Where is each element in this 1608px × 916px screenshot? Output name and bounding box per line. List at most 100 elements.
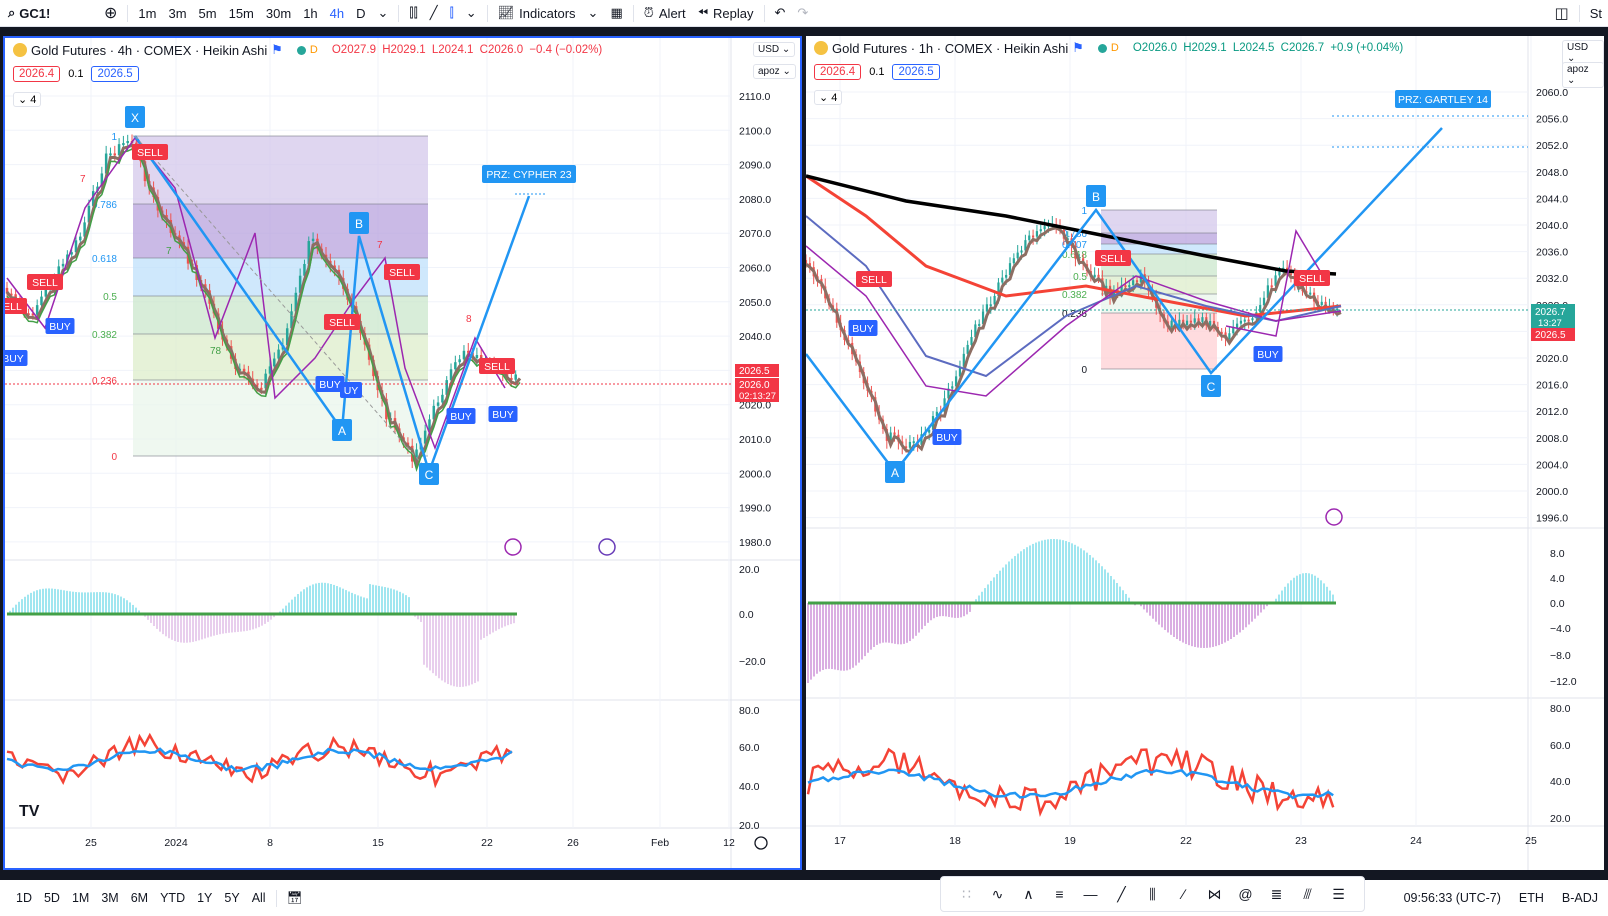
interval-1m[interactable]: 1m — [138, 5, 157, 21]
fib-zone — [133, 258, 428, 296]
ray-icon[interactable]: ∕ — [1182, 886, 1185, 902]
candle — [1201, 317, 1204, 322]
rsi-tick: 20.0 — [739, 820, 760, 832]
fib-spiral-icon[interactable]: @ — [1238, 886, 1253, 902]
candle — [904, 446, 908, 449]
indicators-button[interactable]: 📈︎ Indicators — [492, 0, 582, 27]
right-chart-canvas[interactable]: 2060.0 2056.0 2052.0 2048.0 2044.0 2040.0 2036… — [806, 36, 1604, 870]
range-3m[interactable]: 3M — [101, 891, 119, 905]
range-1d[interactable]: 1D — [16, 891, 32, 905]
right-currency-select[interactable]: USD ⌄ — [1562, 40, 1604, 66]
horizontal-line-icon[interactable]: — — [1083, 886, 1098, 902]
candle — [1112, 290, 1116, 298]
buy-price-button[interactable]: 2026.5 — [892, 64, 940, 80]
adjustment-toggle[interactable]: B-ADJ — [1561, 891, 1598, 905]
session-toggle[interactable]: ETH — [1518, 891, 1544, 905]
candle — [91, 191, 95, 206]
right-chart-panel[interactable]: 2060.0 2056.0 2052.0 2048.0 2044.0 2040.0 2036… — [806, 36, 1604, 870]
candle — [1235, 323, 1239, 328]
ma-line-indigo — [806, 215, 1342, 378]
abcd-pattern-icon[interactable]: ∧ — [1023, 885, 1034, 902]
parallel-channel-icon[interactable]: ⫻ — [1303, 885, 1312, 902]
compare-button[interactable]: ⊕ — [98, 0, 123, 27]
range-5y[interactable]: 5Y — [224, 891, 240, 905]
buy-signal-bg — [340, 382, 362, 398]
drag-handle-icon[interactable]: ∷ — [962, 885, 971, 902]
candle — [74, 240, 78, 253]
symbol-search[interactable]: ⌕ GC1! — [0, 0, 98, 27]
buy-signal: BUY — [49, 321, 71, 333]
candle — [1024, 240, 1027, 251]
sell-price-button[interactable]: 2026.4 — [13, 66, 61, 82]
rsi-tick: 60.0 — [739, 742, 760, 754]
candle — [462, 350, 466, 360]
range-5d[interactable]: 5D — [43, 891, 60, 905]
candle — [70, 252, 73, 255]
price-tick: 2016.0 — [1536, 380, 1568, 392]
interval-30m[interactable]: 30m — [265, 5, 292, 21]
open-value: O2027.9 — [331, 44, 376, 56]
redo-button[interactable]: ↷ — [791, 0, 814, 27]
interval-3m[interactable]: 3m — [168, 5, 187, 21]
chart-type-button[interactable]: ╱ — [424, 0, 444, 27]
indicators-dropdown[interactable]: ⌄ — [582, 0, 605, 27]
left-scale-mode[interactable]: apoz ⌄ — [753, 64, 796, 79]
elliott-wave-icon[interactable]: ∿ — [991, 885, 1004, 902]
interval-15m[interactable]: 15m — [228, 5, 254, 21]
candle — [1035, 231, 1039, 237]
interval-5m[interactable]: 5m — [198, 5, 217, 21]
count-label: 78 — [210, 346, 222, 357]
forward-icon — [598, 538, 616, 556]
interval-1h[interactable]: 1h — [303, 5, 318, 21]
range-1m[interactable]: 1M — [71, 891, 90, 905]
menu-lines-icon[interactable]: ☰ — [1332, 885, 1345, 902]
left-chart-canvas[interactable]: 2110.0 2100.0 2090.0 2080.0 2070.0 2060.0 2050… — [5, 38, 802, 870]
fib-channel-icon[interactable]: ≣ — [1270, 885, 1283, 902]
xc-dashed-line — [134, 135, 430, 473]
right-scale-mode[interactable]: apoz ⌄ — [1562, 62, 1604, 88]
price-tick: 2000.0 — [1536, 486, 1568, 498]
left-collapse-legend[interactable]: ⌄ 4 — [13, 92, 42, 107]
fib-tool-icon[interactable]: ≡ — [1055, 886, 1064, 902]
xabcd-pattern-icon[interactable]: ⋈ — [1207, 885, 1222, 902]
layout-toggle-button[interactable]: ◫ — [1549, 0, 1575, 27]
candle — [96, 186, 99, 192]
bar-style-button[interactable]: ⫿⫿ — [403, 0, 423, 27]
heikin-ashi-button[interactable]: ⫿ — [444, 0, 460, 27]
bars-pattern-icon[interactable]: ⫼ — [1149, 885, 1156, 902]
divider — [632, 4, 634, 22]
candle — [113, 153, 117, 156]
histogram-tick: 0.0 — [739, 609, 754, 621]
range-1y[interactable]: 1Y — [197, 891, 213, 905]
left-bid-ask: 2026.4 0.1 2026.5 — [13, 66, 139, 82]
price-tick: 1980.0 — [739, 537, 771, 549]
trend-line-icon[interactable]: ╱ — [1117, 885, 1126, 902]
settings-truncated[interactable]: St — [1589, 5, 1602, 21]
right-collapse-legend[interactable]: ⌄ 4 — [814, 90, 843, 105]
interval-dropdown[interactable]: ⌄ — [372, 0, 395, 27]
buy-signal-bg — [1253, 346, 1283, 362]
range-6m[interactable]: 6M — [130, 891, 149, 905]
layouts-button[interactable]: ▦ — [604, 0, 628, 27]
left-chart-panel[interactable]: 2110.0 2100.0 2090.0 2080.0 2070.0 2060.0 2050… — [3, 36, 802, 870]
sell-price-button[interactable]: 2026.4 — [814, 64, 862, 80]
alert-button[interactable]: ⏰︎ Alert — [638, 0, 692, 27]
interval-d[interactable]: D — [356, 5, 366, 21]
left-currency-select[interactable]: USD ⌄ — [753, 42, 796, 57]
range-all[interactable]: All — [251, 891, 266, 905]
interval-4h[interactable]: 4h — [329, 5, 345, 21]
ma-line-brown — [5, 143, 522, 471]
goto-date-button[interactable]: 📅︎ — [281, 891, 309, 906]
candle — [428, 419, 431, 431]
buy-price-button[interactable]: 2026.5 — [91, 66, 139, 82]
range-ytd[interactable]: YTD — [160, 891, 186, 905]
candle — [423, 430, 427, 444]
replay-button[interactable]: ⏪︎ Replay — [692, 0, 760, 27]
candle — [1039, 229, 1042, 232]
left-ohlc: O2027.9 H2029.1 L2024.1 C2026.0 −0.4 (−0… — [332, 44, 605, 56]
candle — [806, 260, 808, 264]
fib-level-label: 1 — [1081, 206, 1087, 217]
undo-button[interactable]: ↶ — [769, 0, 792, 27]
candle — [290, 311, 293, 329]
chart-type-dropdown[interactable]: ⌄ — [460, 0, 483, 27]
